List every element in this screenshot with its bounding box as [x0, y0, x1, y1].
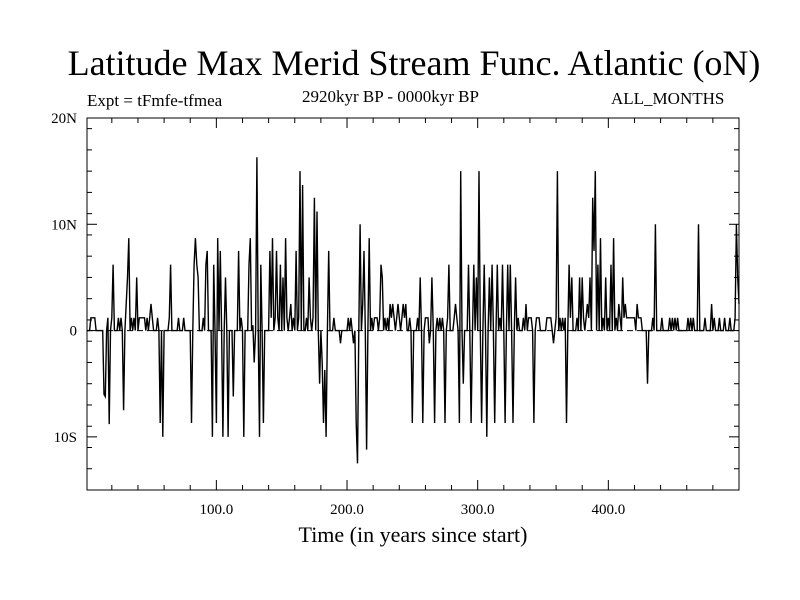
series-line — [87, 157, 740, 464]
x-tick-label: 100.0 — [199, 502, 233, 518]
x-tick-label: 400.0 — [591, 502, 625, 518]
y-tick-label: 0 — [70, 324, 78, 340]
x-tick-label: 200.0 — [330, 502, 364, 518]
y-tick-label: 10N — [51, 217, 77, 233]
y-tick-label: 10S — [54, 430, 77, 446]
chart-title: Latitude Max Merid Stream Func. Atlantic… — [67, 43, 761, 83]
period-label: 2920kyr BP - 0000kyr BP — [302, 87, 479, 106]
y-tick-label: 20N — [51, 111, 77, 127]
experiment-label: Expt = tFmfe-tfmea — [87, 91, 223, 110]
x-tick-label: 300.0 — [461, 502, 495, 518]
months-label: ALL_MONTHS — [611, 89, 725, 108]
plot-frame — [86, 117, 740, 491]
x-axis-label: Time (in years since start) — [298, 522, 528, 547]
